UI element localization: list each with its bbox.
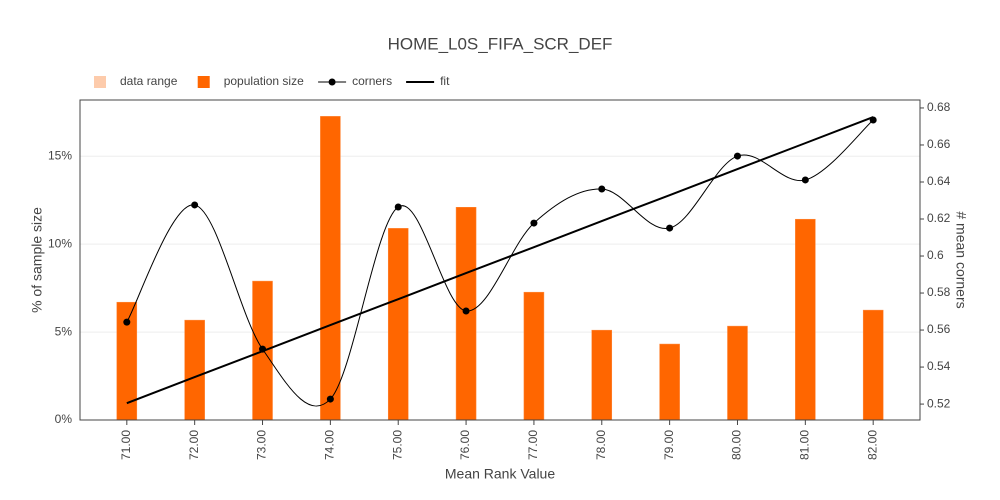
bar	[523, 291, 545, 421]
corner-point	[462, 307, 470, 315]
y-tick-label: 10%	[48, 236, 72, 250]
y-tick-label: 5%	[55, 324, 73, 338]
corner-point	[530, 219, 538, 227]
legend-label: fit	[440, 74, 450, 88]
legend-swatch-dot	[328, 78, 336, 86]
x-tick-label: 77.00	[526, 430, 540, 460]
x-tick-label: 79.00	[662, 430, 676, 460]
bar	[795, 218, 816, 421]
corner-point	[598, 185, 606, 193]
legend-label: data range	[120, 74, 178, 88]
legend-label: corners	[352, 74, 392, 88]
x-tick-label: 76.00	[458, 430, 472, 460]
bar	[591, 329, 613, 421]
bar	[659, 343, 680, 421]
y2-tick-label: 0.52	[927, 396, 951, 410]
corner-point	[733, 152, 741, 160]
y-tick-label: 0%	[55, 412, 73, 426]
y2-tick-label: 0.68	[927, 100, 951, 114]
bar	[320, 116, 341, 421]
bar	[727, 325, 748, 421]
corner-point	[191, 201, 199, 209]
x-tick-label: 71.00	[119, 430, 133, 460]
x-tick-label: 72.00	[187, 430, 201, 460]
corner-point	[394, 203, 402, 211]
corner-point	[123, 318, 131, 326]
y2-axis-label: # mean corners	[953, 211, 969, 308]
x-tick-label: 82.00	[865, 430, 879, 460]
bar	[387, 228, 409, 421]
y2-tick-label: 0.66	[927, 137, 951, 151]
bar	[184, 319, 205, 421]
legend-swatch	[197, 76, 210, 88]
y2-tick-label: 0.54	[927, 359, 951, 373]
y-tick-label: 15%	[48, 148, 72, 162]
corner-point	[666, 224, 674, 232]
x-tick-label: 74.00	[323, 430, 337, 460]
corner-point	[326, 395, 334, 403]
x-tick-label: 81.00	[798, 430, 812, 460]
x-tick-label: 80.00	[730, 430, 744, 460]
corners-line	[126, 119, 874, 407]
y-axis-label: % of sample size	[29, 207, 45, 313]
bar	[862, 309, 884, 421]
y2-tick-label: 0.6	[927, 248, 944, 262]
legend-swatch	[94, 76, 106, 88]
x-tick-label: 73.00	[255, 430, 269, 460]
x-axis-label: Mean Rank Value	[445, 466, 555, 482]
x-tick-label: 78.00	[594, 430, 608, 460]
corner-point	[801, 176, 809, 184]
plot-frame	[79, 99, 921, 421]
x-tick-label: 75.00	[390, 430, 404, 460]
legend-label: population size	[224, 74, 304, 88]
fit-line	[126, 116, 874, 405]
y2-tick-label: 0.64	[927, 174, 951, 188]
y2-tick-label: 0.58	[927, 285, 951, 299]
y2-tick-label: 0.56	[927, 322, 951, 336]
chart-title: HOME_L0S_FIFA_SCR_DEF	[388, 34, 613, 53]
y2-tick-label: 0.62	[927, 211, 951, 225]
